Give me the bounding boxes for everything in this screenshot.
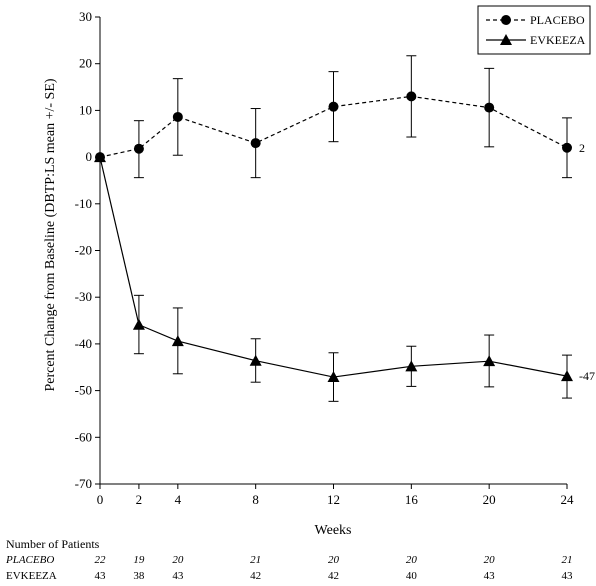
y-tick-label: -50 <box>75 383 92 398</box>
data-point-placebo <box>133 143 144 154</box>
y-tick-label: -10 <box>75 196 92 211</box>
patients-count: 43 <box>172 570 184 582</box>
patients-count: 42 <box>328 570 339 582</box>
legend-placebo-marker <box>501 15 511 25</box>
data-point-placebo <box>328 101 339 112</box>
x-tick-label: 20 <box>483 492 496 507</box>
x-tick-label: 24 <box>561 492 575 507</box>
x-tick-label: 4 <box>175 492 182 507</box>
data-point-evkeeza <box>561 370 573 382</box>
patients-count: 20 <box>328 554 340 566</box>
x-tick-label: 2 <box>136 492 143 507</box>
data-point-evkeeza <box>94 151 106 163</box>
patients-count: 38 <box>133 570 145 582</box>
x-tick-label: 16 <box>405 492 419 507</box>
patients-row-label: EVKEEZA <box>6 570 57 582</box>
y-tick-label: 0 <box>86 149 93 164</box>
y-tick-label: -20 <box>75 243 92 258</box>
data-point-evkeeza <box>132 318 145 330</box>
patients-count: 20 <box>172 554 184 566</box>
data-point-evkeeza <box>327 371 340 383</box>
data-point-placebo <box>484 102 495 113</box>
end-label-evkeeza: -47 <box>579 369 595 383</box>
patients-count: 22 <box>95 554 107 566</box>
legend-evkeeza-label: EVKEEZA <box>530 33 586 47</box>
x-tick-labels: 0 2 4 8 12 16 20 24 <box>97 492 574 507</box>
patients-count: 19 <box>133 554 145 566</box>
y-tick-label: -40 <box>75 336 92 351</box>
data-point-evkeeza <box>249 354 262 366</box>
y-tick-label: 30 <box>79 9 92 24</box>
patients-count: 21 <box>250 554 261 566</box>
patients-count: 42 <box>250 570 261 582</box>
patients-count: 43 <box>562 570 574 582</box>
series-layer: 2 -47 <box>94 55 595 402</box>
legend: PLACEBO EVKEEZA <box>477 5 591 55</box>
x-tick-label: 12 <box>327 492 340 507</box>
y-axis-title: Percent Change from Baseline (DBTP:LS me… <box>43 78 58 391</box>
patients-count: 21 <box>562 554 573 566</box>
legend-box <box>477 5 591 55</box>
patients-count: 40 <box>406 570 418 582</box>
data-point-evkeeza <box>483 355 496 367</box>
axes <box>95 16 568 489</box>
data-point-evkeeza <box>171 335 184 347</box>
data-point-placebo <box>406 91 417 102</box>
y-tick-label: 20 <box>79 56 92 71</box>
data-point-placebo <box>250 138 261 149</box>
patients-count: 20 <box>406 554 418 566</box>
patients-table-title: Number of Patients <box>6 537 100 551</box>
y-tick-label: -70 <box>75 476 92 491</box>
legend-placebo-label: PLACEBO <box>530 13 585 27</box>
x-axis-title: Weeks <box>315 523 352 538</box>
patients-table: PLACEBO 22 19 20 21 20 20 20 21 EVKEEZA 43 38 43 42 42… <box>5 554 573 582</box>
data-point-placebo <box>172 111 183 122</box>
x-tick-label: 0 <box>97 492 104 507</box>
legend-evkeeza-marker <box>500 34 512 45</box>
data-point-evkeeza <box>405 360 418 372</box>
data-point-placebo <box>562 142 572 153</box>
patients-count: 20 <box>484 554 496 566</box>
series-line-evkeeza <box>99 156 568 378</box>
x-tick-label: 8 <box>252 492 259 507</box>
y-tick-label: 10 <box>79 102 92 117</box>
patients-row-label: PLACEBO <box>5 554 54 566</box>
y-tick-label: -30 <box>75 289 92 304</box>
y-tick-label: -60 <box>75 429 92 444</box>
series-line-placebo <box>99 95 568 158</box>
patients-count: 43 <box>484 570 496 582</box>
end-label-placebo: 2 <box>579 141 585 155</box>
y-tick-labels: 30 20 10 0 -10 -20 -30 -40 -50 -60 -70 <box>75 9 92 491</box>
patients-count: 43 <box>95 570 107 582</box>
